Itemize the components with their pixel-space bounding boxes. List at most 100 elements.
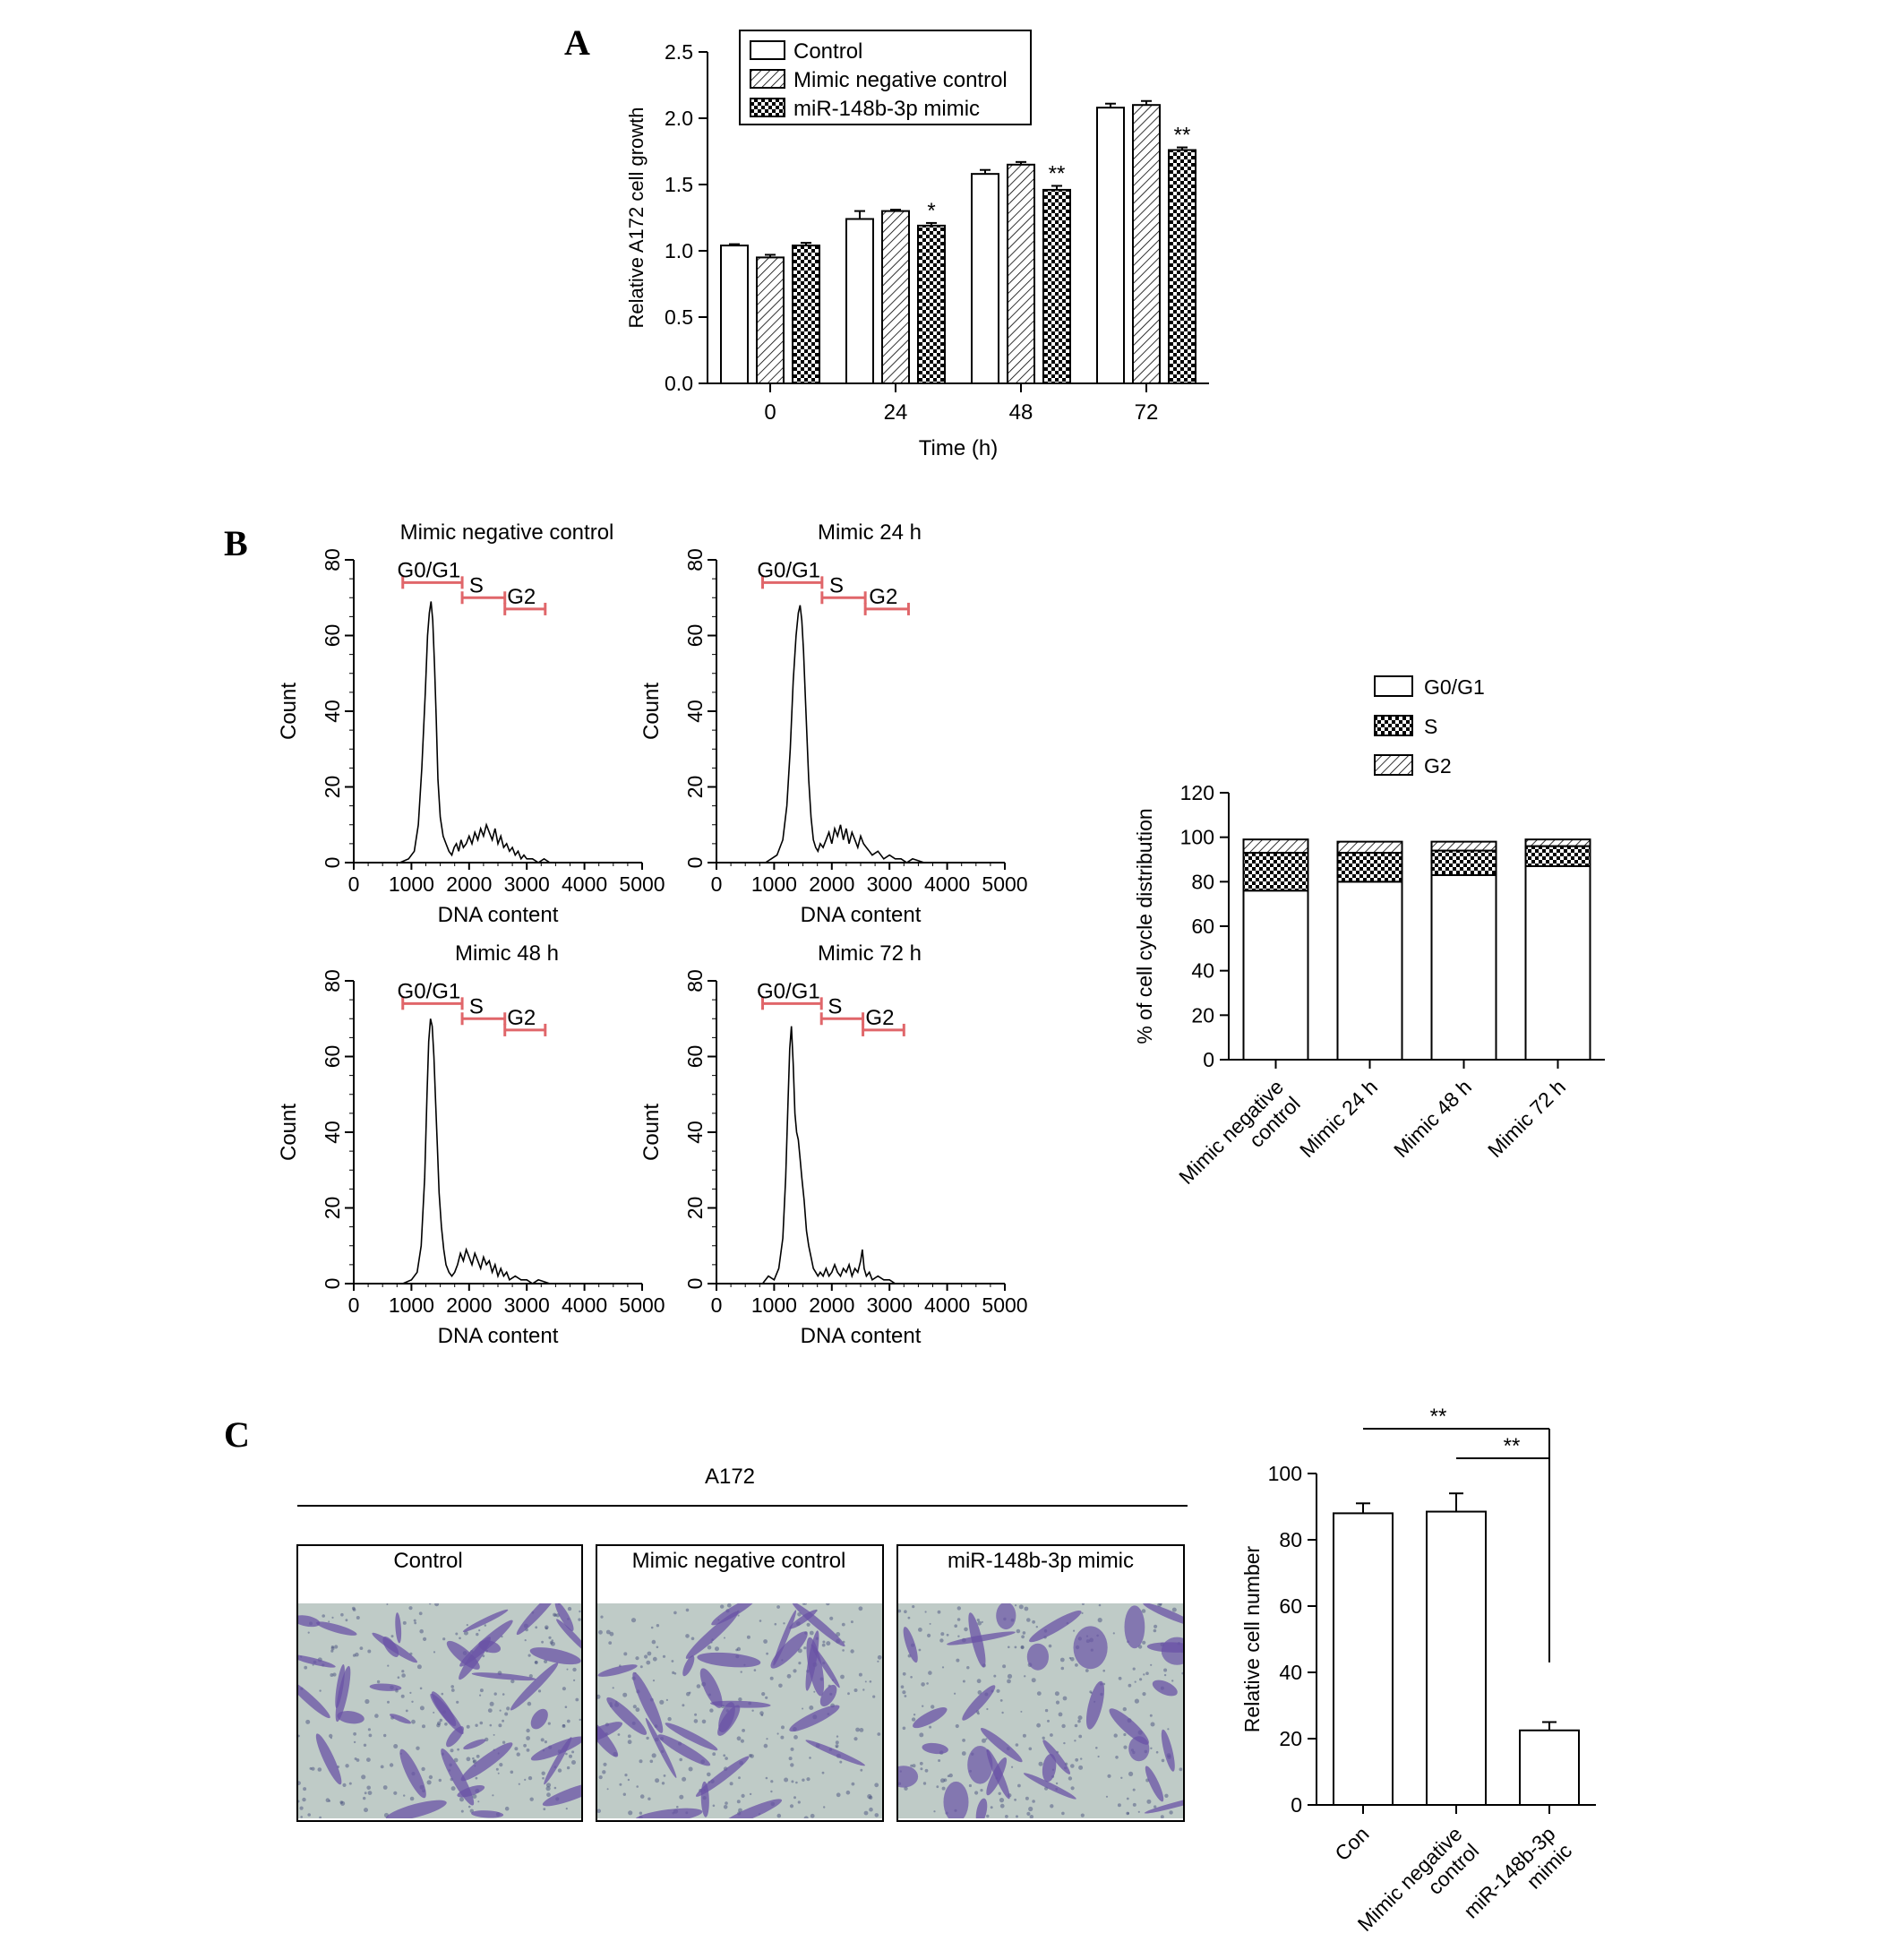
- x-tick-label: 1000: [389, 1293, 434, 1317]
- migrated-cell: [685, 1611, 739, 1659]
- x-axis-title: Time (h): [919, 436, 998, 460]
- membrane-pore: [502, 1719, 504, 1723]
- membrane-pore: [725, 1757, 728, 1760]
- membrane-pore: [386, 1603, 389, 1605]
- legend-label: G0/G1: [1424, 675, 1485, 699]
- membrane-pore: [1020, 1645, 1025, 1649]
- membrane-pore: [299, 1806, 304, 1810]
- significance-marker: **: [1049, 161, 1066, 185]
- membrane-pore: [639, 1811, 643, 1815]
- membrane-pore: [760, 1714, 764, 1716]
- membrane-pore: [986, 1707, 989, 1711]
- membrane-pore: [741, 1793, 745, 1798]
- legend-swatch: [750, 98, 785, 117]
- membrane-pore: [968, 1783, 972, 1788]
- membrane-pore: [499, 1763, 503, 1767]
- membrane-pore: [363, 1796, 366, 1800]
- membrane-pore: [307, 1813, 311, 1817]
- membrane-pore: [937, 1610, 941, 1614]
- membrane-pore: [790, 1747, 794, 1751]
- membrane-pore: [1154, 1624, 1158, 1628]
- membrane-pore: [673, 1611, 677, 1615]
- x-tick-label: 2000: [446, 1293, 492, 1317]
- membrane-pore: [345, 1764, 349, 1768]
- membrane-pore: [542, 1776, 545, 1780]
- membrane-pore: [1117, 1803, 1121, 1808]
- histogram-mimic-negative-control: Mimic negative control 0 20 40 60 80 0 1000 2000…: [278, 520, 665, 927]
- membrane-pore: [1048, 1644, 1052, 1648]
- membrane-pore: [786, 1673, 792, 1679]
- membrane-pore: [822, 1640, 826, 1644]
- membrane-pore: [441, 1692, 444, 1696]
- y-axis-title: Count: [640, 683, 664, 740]
- membrane-pore: [776, 1813, 782, 1818]
- x-tick-label: 3000: [504, 872, 550, 896]
- membrane-pore: [514, 1747, 519, 1751]
- membrane-pore: [1016, 1628, 1021, 1634]
- migrated-cell: [554, 1603, 574, 1631]
- membrane-pore: [1016, 1815, 1018, 1818]
- membrane-pore: [472, 1757, 475, 1760]
- membrane-pore: [1029, 1815, 1033, 1818]
- y-tick-label: 40: [1279, 1661, 1302, 1684]
- membrane-pore: [737, 1614, 740, 1617]
- x-tick-label: 0: [764, 400, 776, 425]
- membrane-pore: [929, 1622, 931, 1625]
- x-tick-label-line: Mimic 48 h: [1389, 1075, 1476, 1162]
- membrane-pore: [769, 1676, 774, 1680]
- y-axis-title: Relative A172 cell growth: [625, 107, 648, 328]
- membrane-pore: [1032, 1800, 1035, 1803]
- membrane-pore: [821, 1643, 826, 1647]
- membrane-pore: [502, 1693, 505, 1696]
- membrane-pore: [1060, 1666, 1065, 1671]
- stacked-bar-segment: [1524, 864, 1591, 1061]
- y-tick-label: 20: [321, 1197, 344, 1220]
- membrane-pore: [504, 1712, 509, 1716]
- membrane-pore: [647, 1651, 652, 1656]
- membrane-pore: [322, 1614, 325, 1618]
- membrane-pore: [947, 1774, 950, 1777]
- membrane-pore: [746, 1635, 750, 1639]
- micrograph-mir-148b-3p-mimic: [898, 1603, 1183, 1818]
- migrated-cell: [682, 1655, 695, 1677]
- membrane-pore: [545, 1625, 549, 1629]
- y-tick-label: 120: [1180, 781, 1214, 804]
- rounded-cell: [1161, 1637, 1183, 1665]
- membrane-pore: [575, 1697, 579, 1702]
- membrane-pore: [1059, 1657, 1065, 1663]
- membrane-pore: [1054, 1691, 1059, 1697]
- membrane-pore: [598, 1775, 603, 1780]
- membrane-pore: [562, 1724, 566, 1728]
- membrane-pore: [821, 1771, 825, 1774]
- membrane-pore: [869, 1795, 873, 1800]
- membrane-pore: [566, 1766, 570, 1770]
- membrane-pore: [902, 1690, 906, 1695]
- membrane-pore: [1014, 1645, 1017, 1649]
- membrane-pore: [1074, 1740, 1076, 1742]
- x-tick-label: 24: [884, 400, 908, 425]
- membrane-pore: [803, 1816, 809, 1818]
- membrane-pore: [941, 1786, 946, 1791]
- membrane-pore: [682, 1704, 685, 1707]
- membrane-pore: [874, 1783, 879, 1788]
- membrane-pore: [1112, 1632, 1115, 1635]
- x-tick-label: 5000: [982, 872, 1027, 896]
- membrane-pore: [442, 1637, 446, 1641]
- x-tick-label: 1000: [751, 1293, 797, 1317]
- significance-marker: **: [1430, 1405, 1447, 1429]
- membrane-pore: [419, 1687, 423, 1690]
- membrane-pore: [1141, 1609, 1146, 1613]
- membrane-pore: [736, 1800, 741, 1804]
- x-tick-label: Mimic negativecontrol: [1353, 1822, 1484, 1936]
- y-tick-label: 1.0: [665, 239, 693, 262]
- y-tick-label: 40: [321, 700, 344, 723]
- membrane-pore: [927, 1633, 931, 1637]
- membrane-pore: [798, 1662, 802, 1665]
- membrane-pore: [433, 1651, 436, 1654]
- membrane-pore: [504, 1806, 510, 1811]
- migrated-cell: [556, 1619, 581, 1654]
- membrane-pore: [977, 1712, 980, 1715]
- membrane-pore: [303, 1787, 307, 1791]
- membrane-pore: [414, 1621, 417, 1625]
